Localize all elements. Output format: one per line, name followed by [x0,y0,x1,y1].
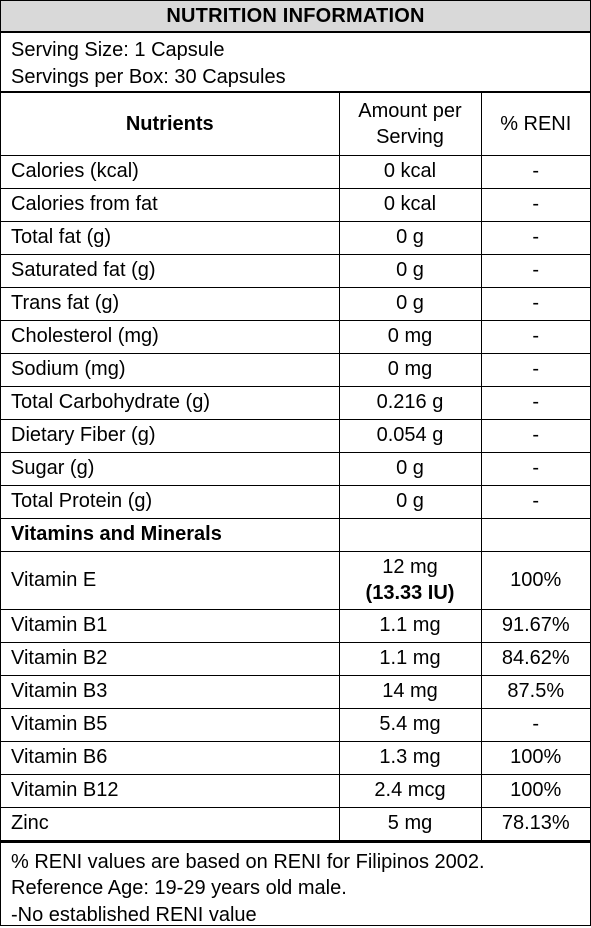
nutrient-amount: 1.1 mg [339,609,481,642]
nutrient-amount: 0 g [339,254,481,287]
nutrient-reni: - [481,708,590,741]
nutrient-amount: 0 g [339,221,481,254]
nutrient-amount: 0 g [339,287,481,320]
nutrient-row: Trans fat (g)0 g- [1,287,590,320]
nutrient-row: Total fat (g)0 g- [1,221,590,254]
nutrient-name: Vitamin B6 [1,741,339,774]
nutrient-name: Sugar (g) [1,452,339,485]
nutrient-name: Sodium (mg) [1,353,339,386]
footnote-reni-basis: % RENI values are based on RENI for Fili… [11,849,580,876]
nutrient-name: Total Protein (g) [1,485,339,518]
nutrient-amount: 1.1 mg [339,642,481,675]
nutrient-amount: 0.054 g [339,419,481,452]
nutrient-name: Trans fat (g) [1,287,339,320]
nutrient-reni: - [481,155,590,188]
nutrient-reni: 78.13% [481,807,590,840]
nutrient-reni: 84.62% [481,642,590,675]
section-label: Vitamins and Minerals [1,518,339,551]
servings-per-box: Servings per Box: 30 Capsules [11,64,580,91]
nutrient-name: Dietary Fiber (g) [1,419,339,452]
table-header-row: Nutrients Amount per Serving % RENI [1,93,590,155]
nutrient-reni: 87.5% [481,675,590,708]
nutrient-row: Total Carbohydrate (g)0.216 g- [1,386,590,419]
header-reni: % RENI [481,93,590,155]
nutrient-name: Vitamin B2 [1,642,339,675]
nutrient-amount: 0 g [339,485,481,518]
nutrient-amount: 14 mg [339,675,481,708]
nutrient-name: Calories from fat [1,188,339,221]
nutrient-name: Total fat (g) [1,221,339,254]
nutrient-reni: 100% [481,774,590,807]
nutrient-reni: - [481,221,590,254]
section-row-vitamins-minerals: Vitamins and Minerals [1,518,590,551]
nutrient-amount: 2.4 mcg [339,774,481,807]
panel-title: NUTRITION INFORMATION [1,1,590,33]
nutrient-name: Vitamin B3 [1,675,339,708]
vitamin-e-amount-mg: 12 mg [350,554,471,580]
nutrient-name: Vitamin B1 [1,609,339,642]
nutrient-name: Calories (kcal) [1,155,339,188]
nutrition-table-body: Nutrients Amount per Serving % RENI Calo… [1,93,590,840]
nutrient-amount: 0 kcal [339,155,481,188]
nutrient-name: Vitamin E [1,551,339,609]
nutrient-amount: 5 mg [339,807,481,840]
nutrient-name: Zinc [1,807,339,840]
serving-size: Serving Size: 1 Capsule [11,37,580,64]
nutrient-amount: 0 mg [339,320,481,353]
nutrient-reni: - [481,287,590,320]
nutrient-reni: - [481,419,590,452]
nutrient-row: Sugar (g)0 g- [1,452,590,485]
nutrient-reni: 100% [481,551,590,609]
header-amount-line2: Serving [350,124,471,150]
nutrient-reni: - [481,353,590,386]
header-amount-line1: Amount per [350,98,471,124]
nutrient-row: Sodium (mg)0 mg- [1,353,590,386]
nutrient-reni: 100% [481,741,590,774]
nutrient-row: Total Protein (g)0 g- [1,485,590,518]
nutrient-row: Saturated fat (g)0 g- [1,254,590,287]
nutrient-name: Total Carbohydrate (g) [1,386,339,419]
nutrient-row: Calories (kcal)0 kcal- [1,155,590,188]
nutrient-amount: 0 mg [339,353,481,386]
section-empty-reni [481,518,590,551]
nutrient-amount: 0 kcal [339,188,481,221]
nutrient-amount: 12 mg(13.33 IU) [339,551,481,609]
footnote-reference-age: Reference Age: 19-29 years old male. [11,875,580,902]
nutrient-reni: - [481,386,590,419]
nutrient-amount: 5.4 mg [339,708,481,741]
serving-info: Serving Size: 1 Capsule Servings per Box… [1,33,590,93]
nutrient-reni: - [481,452,590,485]
nutrient-reni: - [481,254,590,287]
section-empty-amount [339,518,481,551]
nutrient-amount: 1.3 mg [339,741,481,774]
nutrient-reni: - [481,485,590,518]
nutrient-row: Dietary Fiber (g)0.054 g- [1,419,590,452]
nutrient-reni: - [481,320,590,353]
header-amount-per-serving: Amount per Serving [339,93,481,155]
nutrient-amount: 0.216 g [339,386,481,419]
nutrition-table: Nutrients Amount per Serving % RENI Calo… [1,93,590,841]
nutrient-reni: 91.67% [481,609,590,642]
vitamin-e-amount-iu: (13.33 IU) [350,580,471,606]
nutrient-name: Vitamin B12 [1,774,339,807]
header-nutrients: Nutrients [1,93,339,155]
footnotes: % RENI values are based on RENI for Fili… [1,841,590,928]
footnote-no-reni: -No established RENI value [11,902,580,928]
nutrient-name: Cholesterol (mg) [1,320,339,353]
nutrient-amount: 0 g [339,452,481,485]
nutrient-name: Vitamin B5 [1,708,339,741]
nutrient-name: Saturated fat (g) [1,254,339,287]
nutrient-row: Cholesterol (mg)0 mg- [1,320,590,353]
nutrient-reni: - [481,188,590,221]
